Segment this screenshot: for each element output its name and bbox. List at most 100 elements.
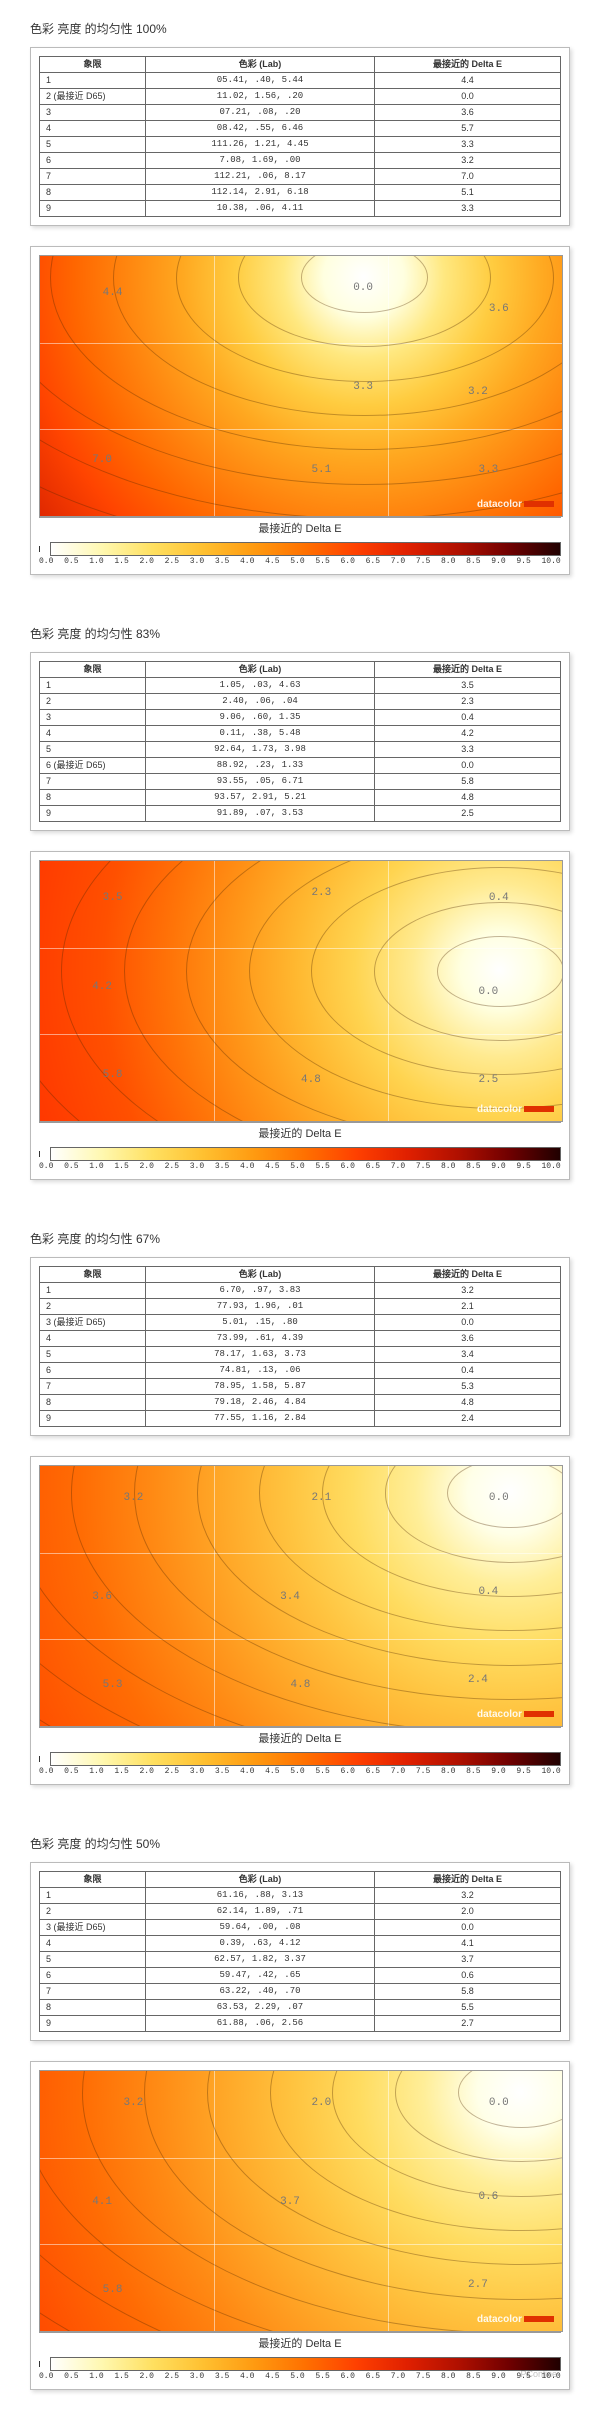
- cell-quadrant: 8: [40, 185, 146, 201]
- tick-label: 3.0: [190, 1162, 204, 1171]
- tick-label: 1.0: [89, 1767, 103, 1776]
- table-row: 408.42, .55, 6.465.7: [40, 121, 561, 137]
- colorbar-ticks: 0.00.51.01.52.02.53.03.54.04.55.05.56.06…: [39, 2372, 561, 2381]
- table-row: 2 (最接近 D65)11.02, 1.56, .200.0: [40, 89, 561, 105]
- chart-panel: 4.40.03.63.33.27.05.13.3datacolor最接近的 De…: [30, 246, 570, 575]
- cell-deltae: 3.3: [375, 137, 561, 153]
- chart-panel: 3.22.00.04.13.70.65.82.7datacolor最接近的 De…: [30, 2061, 570, 2390]
- cell-quadrant: 7: [40, 1984, 146, 2000]
- value-label: 0.0: [489, 2097, 509, 2109]
- table-row: 592.64, 1.73, 3.983.3: [40, 742, 561, 758]
- tick-label: 3.0: [190, 557, 204, 566]
- tick-label: 0.0: [39, 2372, 53, 2381]
- col-lab: 色彩 (Lab): [146, 57, 375, 73]
- cell-lab: 7.08, 1.69, .00: [146, 153, 375, 169]
- cell-quadrant: 4: [40, 1331, 146, 1347]
- tick-label: 3.5: [215, 1162, 229, 1171]
- tick-label: 1.5: [114, 1767, 128, 1776]
- cell-quadrant: 1: [40, 678, 146, 694]
- cell-lab: 59.64, .00, .08: [146, 1920, 375, 1936]
- value-label: 0.4: [489, 892, 509, 904]
- cell-deltae: 3.3: [375, 201, 561, 217]
- tick-label: 2.5: [165, 557, 179, 566]
- data-table-panel: 象限色彩 (Lab)最接近的 Delta E1 1.05, .03, 4.633…: [30, 652, 570, 831]
- tick-label: 7.5: [416, 1767, 430, 1776]
- tick-label: 5.0: [290, 1767, 304, 1776]
- value-label: 3.5: [103, 892, 123, 904]
- brand-text: datacolor: [477, 499, 522, 510]
- table-row: 1 6.70, .97, 3.833.2: [40, 1283, 561, 1299]
- tick-label: 1.5: [114, 557, 128, 566]
- tick-label: 2.0: [140, 1162, 154, 1171]
- value-label: 5.3: [103, 1679, 123, 1691]
- chart-panel: 3.22.10.03.63.40.45.34.82.4datacolor最接近的…: [30, 1456, 570, 1785]
- cell-deltae: 3.4: [375, 1347, 561, 1363]
- tick-label: 9.0: [491, 1767, 505, 1776]
- cell-lab: 1.05, .03, 4.63: [146, 678, 375, 694]
- cell-deltae: 4.4: [375, 73, 561, 89]
- col-quadrant: 象限: [40, 662, 146, 678]
- tick-label: 7.5: [416, 1162, 430, 1171]
- cell-lab: 0.39, .63, 4.12: [146, 1936, 375, 1952]
- cell-lab: 5.01, .15, .80: [146, 1315, 375, 1331]
- cell-deltae: 2.7: [375, 2016, 561, 2032]
- cell-quadrant: 1: [40, 1888, 146, 1904]
- table-row: 3 (最接近 D65) 5.01, .15, .800.0: [40, 1315, 561, 1331]
- uniformity-section: 色彩 亮度 的均匀性 50%象限色彩 (Lab)最接近的 Delta E161.…: [0, 1815, 600, 2420]
- section-title: 色彩 亮度 的均匀性 67%: [30, 1230, 570, 1247]
- tick-label: 5.5: [315, 1162, 329, 1171]
- tick-label: 5.0: [290, 557, 304, 566]
- table-row: 910.38, .06, 4.113.3: [40, 201, 561, 217]
- cell-quadrant: 1: [40, 1283, 146, 1299]
- data-table: 象限色彩 (Lab)最接近的 Delta E161.16, .88, 3.133…: [39, 1871, 561, 2032]
- table-row: 5111.26, 1.21, 4.453.3: [40, 137, 561, 153]
- table-row: 307.21, .08, .203.6: [40, 105, 561, 121]
- tick-label: 8.5: [466, 1767, 480, 1776]
- col-deltae: 最接近的 Delta E: [375, 1267, 561, 1283]
- col-lab: 色彩 (Lab): [146, 662, 375, 678]
- cell-quadrant: 7: [40, 774, 146, 790]
- cell-deltae: 5.8: [375, 1984, 561, 2000]
- cell-quadrant: 6: [40, 1363, 146, 1379]
- section-title: 色彩 亮度 的均匀性 83%: [30, 625, 570, 642]
- cell-deltae: 0.4: [375, 710, 561, 726]
- colorbar: [50, 1147, 561, 1161]
- cell-lab: 08.42, .55, 6.46: [146, 121, 375, 137]
- cell-deltae: 3.2: [375, 153, 561, 169]
- cell-lab: 59.47, .42, .65: [146, 1968, 375, 1984]
- cell-lab: 10.38, .06, 4.11: [146, 201, 375, 217]
- tick-label: 6.0: [341, 557, 355, 566]
- tick-label: 2.5: [165, 1162, 179, 1171]
- cell-deltae: 5.8: [375, 774, 561, 790]
- tick-label: 3.0: [190, 2372, 204, 2381]
- cell-deltae: 2.1: [375, 1299, 561, 1315]
- cell-deltae: 0.0: [375, 89, 561, 105]
- tick-label: 0.5: [64, 2372, 78, 2381]
- cell-deltae: 3.6: [375, 1331, 561, 1347]
- table-row: 4 0.11, .38, 5.484.2: [40, 726, 561, 742]
- uniformity-section: 色彩 亮度 的均匀性 100%象限色彩 (Lab)最接近的 Delta E105…: [0, 0, 600, 605]
- table-row: 977.55, 1.16, 2.842.4: [40, 1411, 561, 1427]
- cell-deltae: 0.4: [375, 1363, 561, 1379]
- value-label: 0.0: [353, 282, 373, 294]
- tick-label: 4.5: [265, 1767, 279, 1776]
- value-label: 4.1: [92, 2196, 112, 2208]
- cell-quadrant: 7: [40, 169, 146, 185]
- cell-lab: 111.26, 1.21, 4.45: [146, 137, 375, 153]
- table-row: 674.81, .13, .060.4: [40, 1363, 561, 1379]
- tick-label: 8.5: [466, 2372, 480, 2381]
- colorbar-row: [39, 2357, 561, 2371]
- cell-lab: 61.88, .06, 2.56: [146, 2016, 375, 2032]
- tick-label: 3.0: [190, 1767, 204, 1776]
- contour-chart: 3.52.30.44.20.05.84.82.5datacolor: [39, 860, 563, 1122]
- cell-deltae: 4.1: [375, 1936, 561, 1952]
- cell-deltae: 3.5: [375, 678, 561, 694]
- tick-label: 4.0: [240, 1767, 254, 1776]
- cell-lab: 78.95, 1.58, 5.87: [146, 1379, 375, 1395]
- cell-quadrant: 5: [40, 1952, 146, 1968]
- table-row: 3 (最接近 D65)59.64, .00, .080.0: [40, 1920, 561, 1936]
- chart-wrapper: 3.22.10.03.63.40.45.34.82.4datacolor最接近的…: [39, 1465, 561, 1776]
- tick-label: 4.0: [240, 2372, 254, 2381]
- brand-bar: [524, 1106, 554, 1112]
- brand-text: datacolor: [477, 1709, 522, 1720]
